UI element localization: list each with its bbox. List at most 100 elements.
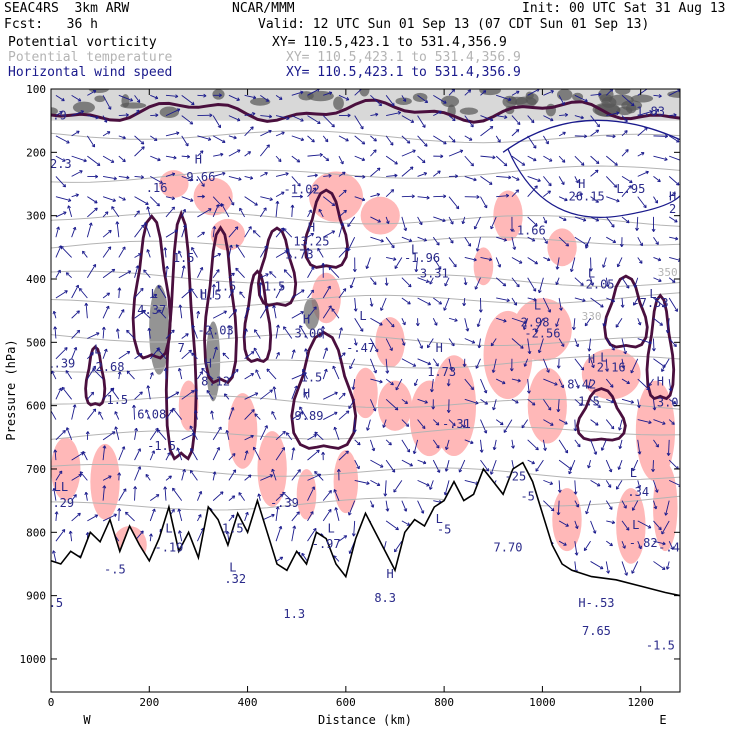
wind-arrowhead [300,137,305,142]
wind-arrowhead [254,392,259,396]
isentrope-label: 350 [658,266,678,279]
wind-vector [496,94,512,101]
wind-arrowhead [611,347,615,351]
wind-vector [602,257,607,268]
wind-arrowhead [318,208,322,213]
wind-arrowhead [492,155,496,160]
wind-arrowhead [286,116,290,121]
wind-vector [385,317,395,328]
wind-arrowhead [223,310,227,315]
wind-arrowhead [373,281,377,285]
wind-arrowhead [216,447,221,451]
wind-vector [149,533,152,542]
wind-vector [354,318,364,332]
wind-vector [307,89,320,96]
wind-arrowhead [423,237,428,242]
wind-arrowhead [78,287,83,292]
wind-vector [669,257,680,261]
wind-speed-contour [502,119,680,153]
wind-vector [275,227,285,238]
wind-vector [621,398,634,403]
wind-arrowhead [561,101,565,106]
wind-vector [590,169,599,177]
wind-arrowhead [310,233,314,237]
wind-vector [71,194,79,198]
wind-vector [605,216,615,228]
wind-arrowhead [370,504,375,508]
wind-arrowhead [502,282,507,287]
wind-arrowhead [582,298,586,303]
wind-arrowhead [265,98,270,102]
wind-arrowhead [328,305,332,309]
wind-vector [448,216,454,225]
wind-arrowhead [282,491,286,496]
wind-vector [165,94,178,97]
wind-arrowhead [598,92,602,97]
wind-vector [637,196,647,209]
wind-arrowhead [443,307,447,311]
wind-arrowhead [175,94,179,99]
wind-vector [271,469,277,481]
wind-vector [197,231,205,238]
wind-arrowhead [328,173,332,178]
wind-arrowhead [489,126,494,130]
wind-vector [118,351,131,360]
wind-arrowhead [311,138,315,143]
wind-vector [307,174,318,177]
wind-vector [668,216,678,223]
wind-arrowhead [607,484,612,488]
wind-vector [590,419,599,426]
wind-arrowhead [233,135,237,140]
wind-vector [55,94,65,102]
x-tick-label: 800 [434,696,454,709]
wind-vector [86,365,96,380]
wind-vector [606,112,620,117]
wind-arrowhead [576,384,580,389]
wind-arrowhead [471,340,476,344]
wind-vector [317,248,324,258]
wind-arrowhead [157,285,162,289]
wind-arrowhead [331,230,336,234]
wind-vector [228,309,237,319]
wind-vector [542,439,546,451]
wind-vector [665,500,670,516]
wind-arrowhead [428,486,433,490]
wind-vector [490,459,497,475]
wind-vector [331,308,340,319]
wind-vector [212,346,218,359]
wind-arrowhead [438,301,443,305]
wind-arrowhead [550,117,554,122]
pv-contour-loop [203,225,238,385]
wind-vector [543,176,552,187]
wind-arrowhead [670,546,674,550]
wind-vector [244,392,259,400]
contour-value-label: L [649,287,656,301]
wind-vector [338,410,350,420]
wind-vector [590,439,597,455]
wind-vector [448,196,460,210]
wind-arrowhead [126,370,131,375]
wind-vector [433,297,442,305]
wind-arrowhead [605,368,609,372]
wind-vector [668,479,680,486]
wind-vector [480,90,487,96]
wind-vector [543,399,552,411]
wind-vector [181,209,186,218]
wind-vector [574,176,579,184]
wind-vector [527,216,538,227]
contour-value-label: -1.5 [646,638,675,652]
wind-vector [621,277,630,289]
wind-vector [413,439,419,454]
wind-arrowhead [92,263,97,268]
wind-vector [369,297,373,307]
wind-arrowhead [225,429,230,434]
wind-arrowhead [423,172,428,176]
wind-arrowhead [511,445,515,449]
wind-arrowhead [672,192,676,196]
contour-value-label: -1.5 [147,439,176,453]
contour-value-label: 26.15 [569,189,605,203]
contour-value-label: L [411,243,418,257]
wind-vector [177,447,183,461]
wind-vector [165,329,175,339]
wind-arrowhead [609,506,613,510]
